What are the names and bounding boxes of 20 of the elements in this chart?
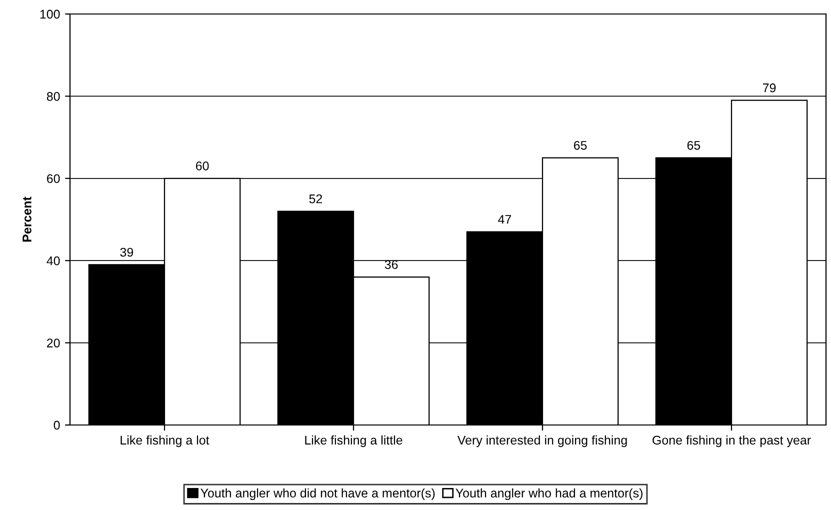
data-label: 60 bbox=[196, 162, 209, 170]
x-tick-label: Like fishing a lot bbox=[120, 435, 210, 448]
x-tick-label: Very interested in going fishing bbox=[457, 435, 627, 448]
y-tick-label: 0 bbox=[54, 420, 60, 430]
data-label: 79 bbox=[762, 83, 776, 92]
legend-label: Youth angler who did not have a mentor(s) bbox=[200, 488, 435, 500]
data-label: 39 bbox=[120, 248, 134, 257]
y-tick-label: 80 bbox=[46, 92, 60, 101]
y-tick-label: 100 bbox=[40, 10, 60, 19]
y-tick-label: 20 bbox=[47, 338, 60, 348]
y-axis-title: Percent bbox=[22, 196, 32, 242]
y-tick-label: 60 bbox=[47, 174, 60, 184]
data-label: 65 bbox=[574, 140, 587, 150]
data-label: 65 bbox=[687, 140, 700, 150]
data-label: 47 bbox=[498, 215, 512, 224]
legend-label: Youth angler who had a mentor(s) bbox=[456, 488, 642, 500]
x-tick-label: Like fishing a little bbox=[305, 435, 402, 448]
y-tick-label: 40 bbox=[46, 256, 60, 266]
x-tick-label: Gone fishing in the past year bbox=[652, 435, 811, 448]
data-label: 52 bbox=[309, 194, 322, 204]
